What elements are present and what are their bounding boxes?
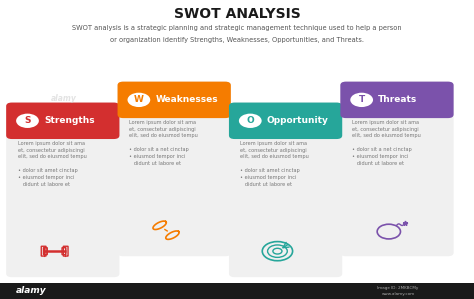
Text: O: O <box>246 116 254 125</box>
Bar <box>123 100 225 115</box>
Text: www.alamy.com: www.alamy.com <box>382 292 415 296</box>
Text: Weaknesses: Weaknesses <box>155 95 218 104</box>
Text: Lorem ipsum dolor sit ama
et, consectetur adipiscingi
elit, sed do eiusmod tempu: Lorem ipsum dolor sit ama et, consectetu… <box>129 120 198 166</box>
Text: alamy: alamy <box>16 286 46 295</box>
FancyBboxPatch shape <box>229 103 342 139</box>
Bar <box>346 100 448 115</box>
Text: Threats: Threats <box>378 95 418 104</box>
Bar <box>235 121 337 135</box>
Circle shape <box>16 114 39 128</box>
Text: W: W <box>134 95 144 104</box>
Circle shape <box>128 93 150 107</box>
FancyBboxPatch shape <box>340 82 454 118</box>
Bar <box>12 121 114 135</box>
Text: Strengths: Strengths <box>44 116 95 125</box>
Text: S: S <box>24 116 31 125</box>
FancyBboxPatch shape <box>6 103 119 139</box>
Text: SWOT ANALYSIS: SWOT ANALYSIS <box>173 7 301 22</box>
FancyBboxPatch shape <box>118 82 231 118</box>
Text: alamy: alamy <box>51 94 77 103</box>
Bar <box>0 283 474 299</box>
Text: Lorem ipsum dolor sit ama
et, consectetur adipiscingi
elit, sed do eiusmod tempu: Lorem ipsum dolor sit ama et, consectetu… <box>240 141 309 187</box>
FancyBboxPatch shape <box>6 103 119 277</box>
FancyBboxPatch shape <box>340 82 454 256</box>
FancyBboxPatch shape <box>229 103 342 277</box>
Text: Lorem ipsum dolor sit ama
et, consectetur adipiscingi
elit, sed do eiusmod tempu: Lorem ipsum dolor sit ama et, consectetu… <box>352 120 420 166</box>
Circle shape <box>350 93 373 107</box>
Text: or organization identify Strengths, Weaknesses, Opportunities, and Threats.: or organization identify Strengths, Weak… <box>110 37 364 43</box>
Text: Opportunity: Opportunity <box>267 116 329 125</box>
FancyBboxPatch shape <box>118 82 231 256</box>
Text: Lorem ipsum dolor sit ama
et, consectetur adipiscingi
elit, sed do eiusmod tempu: Lorem ipsum dolor sit ama et, consectetu… <box>18 141 86 187</box>
Text: SWOT analysis is a strategic planning and strategic management technique used to: SWOT analysis is a strategic planning an… <box>72 25 402 31</box>
Circle shape <box>239 114 262 128</box>
Text: T: T <box>358 95 365 104</box>
Text: Image ID: 2MKBCMy: Image ID: 2MKBCMy <box>377 286 419 290</box>
